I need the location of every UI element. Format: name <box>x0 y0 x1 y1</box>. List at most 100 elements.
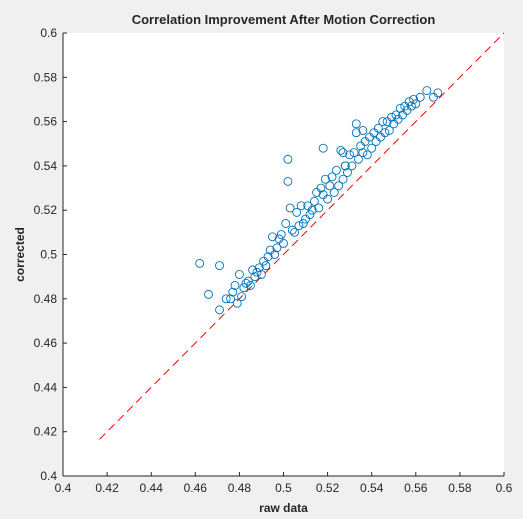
data-point <box>433 88 443 98</box>
data-point <box>362 150 372 160</box>
reference-line <box>99 32 505 440</box>
x-tick-label: 0.48 <box>228 481 252 495</box>
y-tick-label: 0.56 <box>34 115 58 129</box>
data-point <box>329 188 339 197</box>
data-point <box>354 154 363 164</box>
x-axis-title: raw data <box>259 501 308 515</box>
data-point <box>294 221 304 231</box>
y-tick-label: 0.4 <box>40 469 57 483</box>
data-point <box>358 148 368 158</box>
data-point <box>245 281 255 290</box>
data-point <box>296 201 306 211</box>
data-point <box>230 281 240 290</box>
data-point <box>415 92 425 102</box>
data-point <box>334 181 344 191</box>
data-point <box>384 126 394 135</box>
data-point <box>351 128 361 138</box>
data-point <box>387 112 396 122</box>
data-point <box>287 225 297 235</box>
data-point <box>232 298 242 308</box>
data-point <box>378 117 388 127</box>
x-axis-ticks: 0.4 0.42 0.44 0.46 0.48 0.5 0.52 0.54 0.56 0.58 0.… <box>55 472 513 495</box>
data-point <box>270 250 280 259</box>
y-tick-label: 0.5 <box>40 248 57 262</box>
data-point <box>195 258 205 268</box>
data-point <box>307 205 317 215</box>
data-point <box>320 174 330 184</box>
data-point <box>241 278 251 288</box>
data-point <box>338 148 348 158</box>
data-point <box>316 183 326 193</box>
chart-title: Correlation Improvement After Motion Cor… <box>132 12 436 27</box>
data-point <box>336 145 346 155</box>
data-markers <box>195 86 443 315</box>
data-point <box>351 119 361 129</box>
x-tick-label: 0.46 <box>184 481 208 495</box>
x-tick-label: 0.5 <box>275 481 292 495</box>
data-point <box>314 203 324 213</box>
y-tick-label: 0.44 <box>34 380 58 394</box>
data-point <box>343 168 352 177</box>
y-tick-label: 0.6 <box>40 26 57 40</box>
y-tick-label: 0.48 <box>34 292 58 306</box>
data-point <box>391 110 401 120</box>
data-point <box>228 287 238 297</box>
data-point <box>380 128 390 138</box>
x-tick-label: 0.4 <box>55 481 72 495</box>
x-tick-label: 0.42 <box>95 481 119 495</box>
data-point <box>409 94 419 104</box>
data-point <box>215 261 225 271</box>
data-point <box>345 150 355 160</box>
data-point <box>309 196 319 206</box>
data-point <box>257 269 266 279</box>
data-point <box>281 219 291 228</box>
x-tick-label: 0.52 <box>316 481 340 495</box>
data-point <box>358 126 368 135</box>
data-point <box>422 86 432 96</box>
data-point <box>406 101 416 111</box>
data-point <box>215 305 225 315</box>
data-point <box>204 289 213 299</box>
data-point <box>248 265 258 275</box>
y-axis-ticks: 0.4 0.42 0.44 0.46 0.48 0.5 0.52 0.54 0.56 0.58 0.… <box>34 26 67 483</box>
data-point <box>290 227 299 237</box>
data-point <box>318 143 328 153</box>
x-tick-label: 0.44 <box>140 481 164 495</box>
data-point <box>331 165 341 175</box>
y-tick-label: 0.42 <box>34 425 58 439</box>
data-point <box>268 232 277 242</box>
x-tick-label: 0.54 <box>360 481 384 495</box>
data-point <box>340 161 350 171</box>
y-tick-label: 0.58 <box>34 70 58 84</box>
y-tick-label: 0.52 <box>34 203 58 217</box>
y-tick-label: 0.54 <box>34 159 58 173</box>
data-point <box>323 194 333 204</box>
y-axis-title: corrected <box>13 227 27 282</box>
data-point <box>373 123 383 133</box>
data-point <box>367 143 377 153</box>
data-point <box>276 230 286 240</box>
data-point <box>261 261 271 271</box>
data-point <box>327 172 337 182</box>
data-point <box>292 207 302 217</box>
data-point <box>279 238 288 248</box>
data-point <box>234 269 244 279</box>
data-point <box>237 292 247 302</box>
data-point <box>404 97 414 107</box>
data-point <box>254 263 264 273</box>
data-point <box>395 103 405 113</box>
data-point <box>349 148 359 158</box>
data-point <box>239 283 249 293</box>
data-point <box>263 252 273 262</box>
data-point <box>272 243 282 253</box>
data-point <box>347 161 357 171</box>
data-point <box>283 154 293 164</box>
data-point <box>221 294 231 304</box>
data-point <box>226 294 236 304</box>
data-point <box>252 267 262 277</box>
x-tick-label: 0.6 <box>496 481 513 495</box>
x-tick-label: 0.56 <box>404 481 428 495</box>
data-point <box>283 176 293 186</box>
